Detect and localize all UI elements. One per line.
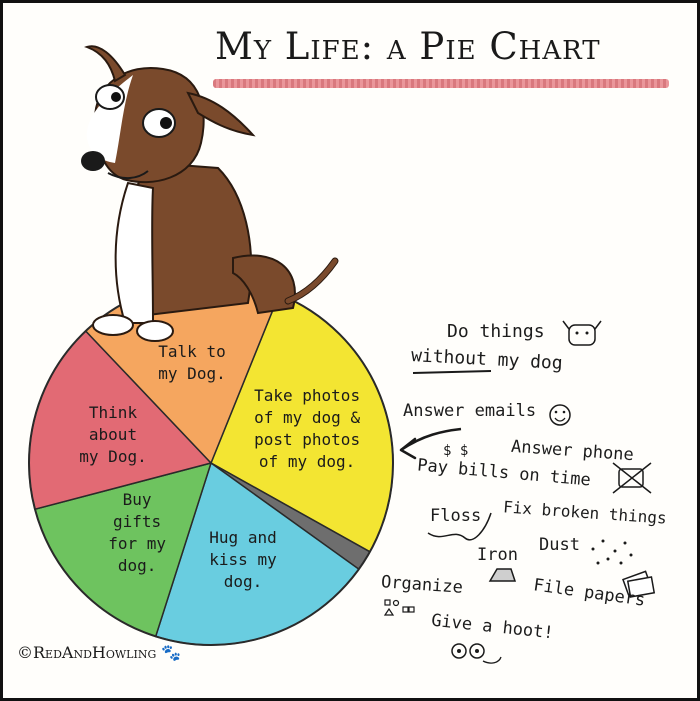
slice-label-line: dog. xyxy=(118,556,157,575)
page-title: My Life: a Pie Chart xyxy=(215,25,601,68)
dog-eye-left xyxy=(95,84,125,110)
note-dust: Dust xyxy=(539,535,580,555)
slice-label-line: post photos xyxy=(254,430,360,449)
slice-label-line: about xyxy=(89,425,137,444)
dog-ear-right xyxy=(186,91,256,137)
slice-label-line: for my xyxy=(108,534,166,553)
slice-label-line: my Dog. xyxy=(79,447,146,466)
dog-paw-left xyxy=(92,314,134,336)
copyright-text: ©RedAndHowling xyxy=(17,643,157,662)
dog-paw-right xyxy=(136,320,174,342)
dog-haunch xyxy=(232,254,296,315)
without-underline xyxy=(412,370,492,374)
note-floss: Floss xyxy=(430,506,482,526)
floss-squiggle-icon xyxy=(427,512,492,541)
dollar-doodle-icon: $ $ xyxy=(443,443,468,459)
note-do-things: Do things xyxy=(447,321,545,342)
copyright-credit: ©RedAndHowling 🐾 xyxy=(17,643,181,662)
iron-icon xyxy=(488,568,517,582)
slice-label-line: kiss my xyxy=(209,550,277,569)
slice-label-3: Buy gifts for my dog. xyxy=(108,490,166,575)
note-iron: Iron xyxy=(477,545,518,565)
dog-illustration xyxy=(81,45,339,342)
slice-label-5: Talk to my Dog. xyxy=(158,342,225,383)
slice-label-line: Buy xyxy=(123,490,152,509)
slice-label-line: my Dog. xyxy=(158,364,225,383)
smiley-face-icon xyxy=(549,404,571,426)
slice-label-line: dog. xyxy=(224,572,263,591)
slice-label-line: Hug and xyxy=(209,528,276,547)
dog-eye-right xyxy=(142,108,176,138)
slice-label-4: Think about my Dog. xyxy=(79,403,146,466)
dog-pupil-right xyxy=(160,117,172,129)
slice-label-2: Hug and kiss my dog. xyxy=(209,528,277,591)
file-papers-icon xyxy=(622,570,656,598)
slice-label-0: Take photos of my dog & post photos of my d… xyxy=(254,386,360,471)
organize-shapes-icon xyxy=(383,599,415,616)
pie-chart: Take photos of my dog & post photos of my d… xyxy=(28,45,656,664)
slice-label-line: Think xyxy=(89,403,138,422)
slice-label-line: Take photos xyxy=(254,386,360,405)
dog-mouth xyxy=(107,170,149,179)
slice-labels: Take photos of my dog & post photos of my d… xyxy=(79,342,360,591)
dog-ear-left xyxy=(84,45,127,83)
dog-nose xyxy=(81,151,105,171)
title-underline xyxy=(213,79,669,88)
dust-specks-icon xyxy=(591,539,633,565)
slice-label-line: of my dog & xyxy=(254,408,360,427)
slice-label-line: of my dog. xyxy=(259,452,355,471)
slice-label-line: Talk to xyxy=(158,342,225,361)
dog-chest xyxy=(114,181,155,324)
paw-icon: 🐾 xyxy=(161,643,182,662)
note-answer-emails: Answer emails xyxy=(403,401,537,421)
hoot-eyes-icon xyxy=(451,643,502,664)
small-dog-icon xyxy=(562,320,602,346)
arrow-head xyxy=(399,437,417,460)
slice-label-line: gifts xyxy=(113,512,161,531)
dog-tail-fill xyxy=(285,258,338,304)
dog-pupil-left xyxy=(111,92,121,102)
phone-crossed-icon xyxy=(612,462,652,494)
